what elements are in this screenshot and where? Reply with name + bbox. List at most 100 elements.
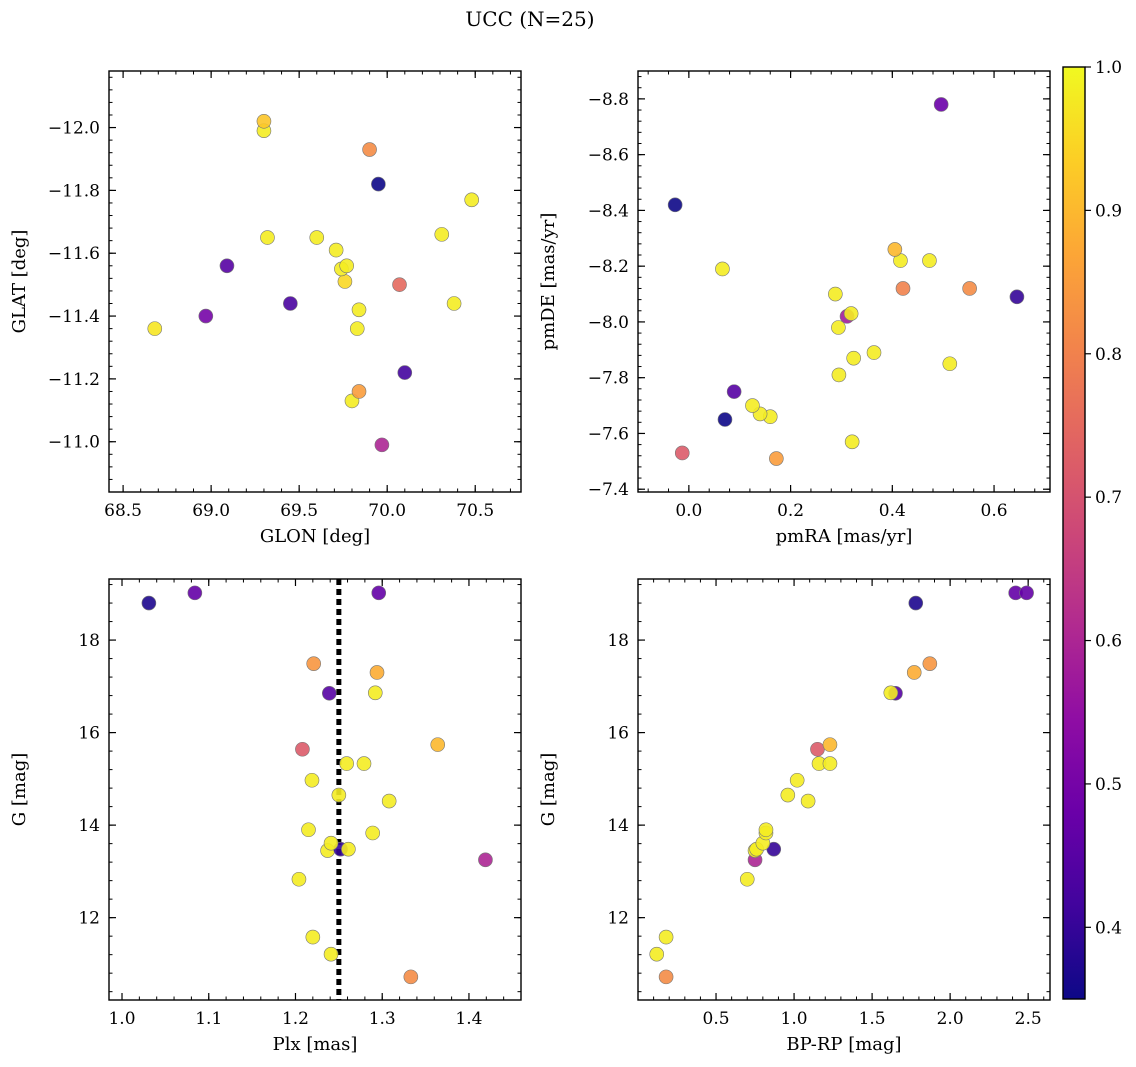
data-point [780, 787, 796, 803]
x-tick-label: 70.5 [456, 501, 494, 521]
data-point [658, 969, 674, 985]
data-point [351, 384, 367, 399]
tick-group: 0.0 0.2 0.4 0.6 −7.4 −7.6 −7.8 −8.0 −8.2 −8.4 −8.6… [588, 71, 1050, 521]
x-tick-label: 1.2 [282, 1009, 309, 1029]
data-point [962, 281, 977, 296]
data-point [745, 398, 760, 413]
colorbar-tick-label: 0.6 [1095, 632, 1122, 652]
y-tick-label: −8.8 [588, 90, 629, 110]
axes-frame [108, 578, 522, 1001]
data-point [933, 97, 949, 112]
data-point [322, 685, 337, 701]
y-tick-label: −8.2 [588, 257, 629, 277]
data-point [339, 258, 354, 274]
y-tick-label: −11.4 [48, 307, 100, 327]
y-tick-label: −12.0 [48, 119, 100, 139]
data-point [769, 451, 784, 466]
colorbar-tick-label: 1.0 [1095, 58, 1122, 78]
y-tick-label: −7.8 [588, 369, 629, 389]
data-point [434, 227, 450, 242]
data-point [331, 787, 347, 803]
data-point [141, 595, 157, 611]
data-point [147, 321, 163, 336]
data-point [922, 253, 937, 268]
data-point [392, 277, 407, 292]
data-point [381, 793, 397, 809]
point-group [649, 585, 1034, 985]
colorbar: 0.4 0.5 0.6 0.7 0.8 0.9 1.0 [1062, 58, 1122, 1000]
y-axis-label: G [mag] [538, 753, 559, 826]
data-point [649, 946, 665, 962]
data-point [323, 946, 339, 962]
colorbar-tick-label: 0.9 [1095, 201, 1122, 221]
data-point [942, 356, 958, 372]
x-tick-label: 69.0 [192, 501, 230, 521]
data-point [908, 595, 924, 611]
y-tick-label: 12 [607, 909, 629, 929]
axes-frame [108, 70, 522, 493]
y-tick-label: 14 [607, 816, 629, 836]
data-point [739, 871, 755, 887]
data-point [658, 929, 674, 945]
y-tick-label: −7.6 [588, 424, 629, 444]
data-point [883, 685, 899, 701]
panel-pmra-pmde: 0.0 0.2 0.4 0.6 −7.4 −7.6 −7.8 −8.0 −8.2 −8.4 −8.6… [538, 70, 1051, 547]
y-tick-label: −7.4 [588, 480, 629, 500]
x-tick-label: 0.4 [879, 501, 906, 521]
y-tick-label: −11.2 [48, 370, 100, 390]
y-tick-label: 18 [607, 631, 629, 651]
data-point [341, 841, 356, 857]
data-point [260, 230, 275, 245]
colorbar-bar [1062, 66, 1086, 1000]
y-tick-label: −8.4 [588, 201, 629, 221]
data-point [256, 113, 272, 129]
data-point [374, 437, 390, 453]
x-tick-label: 68.5 [104, 501, 142, 521]
data-point [800, 793, 816, 809]
y-tick-label: 18 [78, 631, 100, 651]
data-point [397, 365, 413, 380]
y-tick-label: −8.0 [588, 313, 629, 333]
tick-group: 68.5 69.0 69.5 70.0 70.5 −11.0 −11.2 −11.4 −11.6… [48, 71, 521, 521]
colorbar-tick-label: 0.4 [1095, 918, 1122, 938]
data-point [895, 281, 911, 296]
data-point [323, 835, 339, 851]
data-point [198, 308, 214, 324]
x-tick-label: 1.1 [195, 1009, 222, 1029]
data-point [667, 197, 683, 213]
tick-group: 0.5 1.0 1.5 2.0 2.5 12 14 16 18 [607, 579, 1050, 1029]
x-tick-label: 2.0 [937, 1009, 964, 1029]
x-tick-label: 0.2 [777, 501, 804, 521]
y-tick-label: −11.8 [48, 181, 100, 201]
data-point [301, 822, 316, 838]
data-point [822, 756, 838, 771]
point-group [141, 585, 493, 985]
data-point [295, 741, 310, 757]
data-point [304, 772, 320, 788]
data-point [309, 230, 325, 245]
data-point [403, 969, 419, 985]
x-tick-label: 1.0 [781, 1009, 808, 1029]
y-tick-label: 16 [78, 724, 100, 744]
data-point [305, 929, 321, 945]
data-point [922, 656, 938, 671]
data-point [351, 302, 367, 318]
data-point [339, 756, 354, 771]
data-point [365, 825, 380, 841]
data-point [446, 296, 462, 311]
x-tick-label: 1.3 [369, 1009, 396, 1029]
x-tick-label: 70.0 [368, 501, 406, 521]
panel-plx-g: 1.0 1.1 1.2 1.3 1.4 12 14 16 18 Plx [mas] G [mag] [9, 578, 522, 1055]
y-tick-label: −11.6 [48, 244, 100, 264]
data-point [674, 445, 690, 461]
y-axis-label: pmDE [mas/yr] [538, 213, 559, 351]
data-point [726, 384, 742, 399]
x-tick-label: 0.0 [675, 501, 702, 521]
data-point [283, 296, 298, 311]
data-point [430, 737, 446, 752]
y-tick-label: −8.6 [588, 146, 629, 166]
point-group [667, 97, 1025, 466]
data-point [367, 685, 383, 701]
y-tick-label: 16 [607, 724, 629, 744]
